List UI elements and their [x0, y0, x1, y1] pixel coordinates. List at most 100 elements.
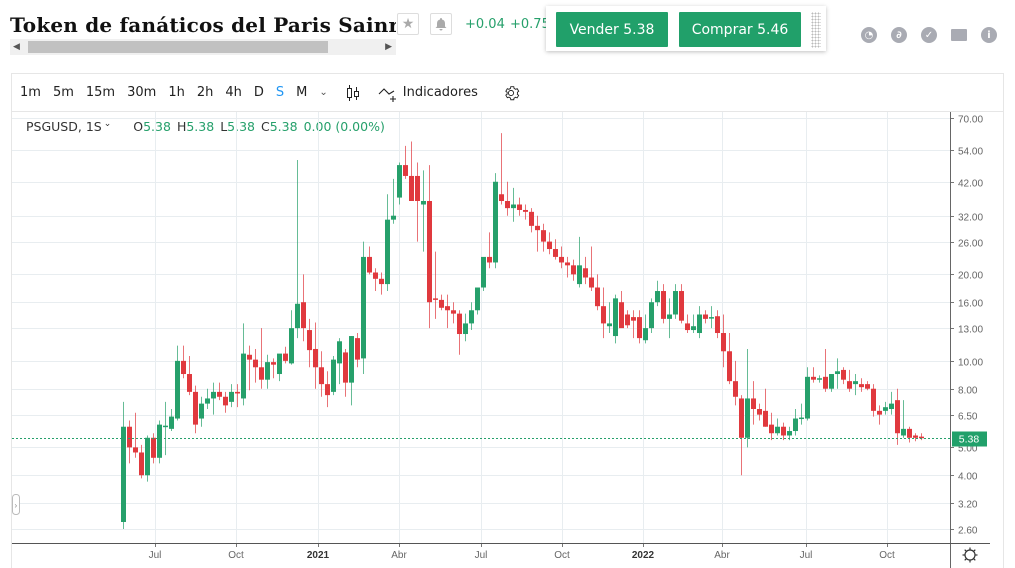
y-axis-label: 2.60: [958, 526, 978, 537]
symbol-dropdown-chevron-icon[interactable]: ⌄: [103, 119, 112, 129]
indicators-icon[interactable]: [378, 84, 400, 102]
timeframe-2h[interactable]: 2h: [196, 85, 214, 100]
candle: [475, 287, 480, 311]
candle: [823, 376, 828, 389]
axis-settings-gear-icon[interactable]: [962, 547, 978, 563]
candle: [181, 360, 186, 375]
chart-container: 1m 5m 15m 30m 1h 2h 4h D S M ⌄ Indicador…: [11, 73, 1004, 568]
timeframe-s[interactable]: S: [275, 85, 285, 100]
candle: [715, 316, 720, 334]
last-price-tag: [952, 431, 987, 447]
y-axis-label: 10.00: [958, 358, 983, 369]
candle: [841, 369, 846, 380]
sell-button[interactable]: Vender 5.38: [556, 12, 668, 47]
x-axis-label: Abr: [714, 550, 730, 561]
candle: [241, 353, 246, 399]
candle: [709, 317, 714, 319]
candle: [511, 204, 516, 209]
chevron-down-icon[interactable]: ⌄: [319, 87, 328, 98]
candle: [139, 452, 144, 476]
svg-text:›: ›: [15, 501, 18, 510]
candle: [541, 230, 546, 242]
candle: [757, 409, 762, 415]
timeframe-30m[interactable]: 30m: [127, 85, 157, 100]
pie-chart-icon[interactable]: ◔: [861, 27, 877, 43]
last-price-label: 5.38: [959, 434, 980, 446]
candle: [505, 200, 510, 209]
drag-handle[interactable]: [811, 12, 821, 48]
candle: [199, 403, 204, 419]
candle: [565, 262, 570, 266]
candle: [919, 436, 924, 439]
candle: [319, 367, 324, 385]
candle: [367, 256, 372, 273]
y-axis-label: 20.00: [958, 271, 983, 282]
alert-button[interactable]: [430, 13, 452, 35]
symbol-label[interactable]: PSGUSD, 1S: [26, 119, 102, 134]
chart-toolbar: 1m 5m 15m 30m 1h 2h 4h D S M ⌄ Indicador…: [12, 74, 1003, 112]
scrollbar-thumb[interactable]: [28, 41, 328, 53]
candlestick-icon[interactable]: [346, 84, 360, 102]
star-button[interactable]: ★: [397, 13, 419, 35]
x-axis-label: Jul: [475, 550, 488, 561]
candle: [631, 317, 636, 321]
y-axis-label: 6.50: [958, 412, 978, 423]
timeframe-5m[interactable]: 5m: [52, 85, 74, 100]
info-icon[interactable]: i: [981, 27, 997, 43]
candle: [397, 165, 402, 198]
candle: [805, 376, 810, 419]
x-axis-label: Abr: [391, 550, 407, 561]
candle: [295, 303, 300, 329]
gauge-icon[interactable]: ✓: [921, 27, 937, 43]
candle: [751, 398, 756, 410]
candle: [655, 291, 660, 303]
candle: [625, 314, 630, 326]
timeframe-m[interactable]: M: [296, 85, 308, 100]
x-axis-label: 2021: [307, 550, 330, 561]
candle: [799, 417, 804, 420]
timeframe-1h[interactable]: 1h: [168, 85, 185, 100]
candle: [307, 330, 312, 351]
candle: [913, 435, 918, 438]
candle: [535, 225, 540, 231]
gear-icon[interactable]: [502, 84, 520, 102]
timeframe-4h[interactable]: 4h: [225, 85, 242, 100]
candle: [463, 323, 468, 335]
candle: [763, 410, 768, 427]
candle: [697, 314, 702, 334]
bell-icon: [435, 18, 447, 31]
candle: [589, 277, 594, 288]
candle: [577, 265, 582, 285]
close-value: 5.38: [269, 119, 298, 134]
indicators-button[interactable]: Indicadores: [402, 85, 478, 100]
y-axis-label: 3.20: [958, 500, 978, 511]
candle: [217, 391, 222, 397]
candle: [559, 256, 564, 263]
timeframe-d[interactable]: D: [253, 85, 264, 100]
candle: [871, 388, 876, 411]
calendar-icon[interactable]: [951, 29, 967, 41]
candle: [361, 256, 366, 359]
timeframe-15m[interactable]: 15m: [85, 85, 116, 100]
candle: [487, 256, 492, 263]
candle: [703, 314, 708, 319]
scroll-right-arrow-icon[interactable]: ▶: [385, 42, 392, 52]
candle: [727, 351, 732, 382]
horizontal-scrollbar[interactable]: ◀ ▶: [10, 39, 396, 55]
buy-button[interactable]: Comprar 5.46: [679, 12, 801, 47]
collapse-handle[interactable]: [12, 494, 20, 515]
candle: [163, 425, 168, 428]
candle: [847, 381, 852, 389]
candle: [169, 416, 174, 429]
scroll-left-arrow-icon[interactable]: ◀: [13, 42, 20, 52]
link-icon[interactable]: ∂: [891, 27, 907, 43]
candle: [373, 272, 378, 279]
candle: [391, 215, 396, 220]
candle: [229, 391, 234, 402]
price-change: +0.04: [465, 17, 505, 32]
candle: [595, 287, 600, 307]
x-axis-label: Oct: [879, 550, 895, 561]
candle: [415, 175, 420, 201]
timeframe-1m[interactable]: 1m: [20, 85, 41, 100]
